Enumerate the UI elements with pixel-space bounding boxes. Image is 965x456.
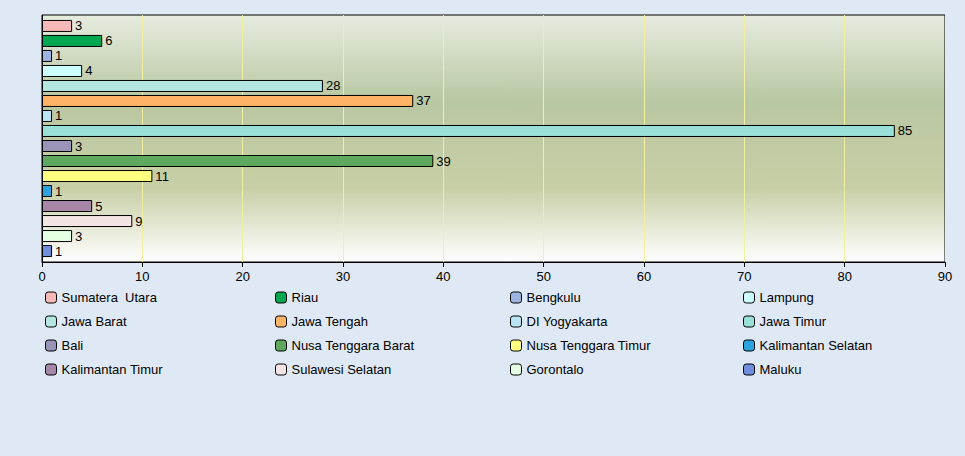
svg-text:11: 11	[155, 169, 169, 184]
svg-text:37: 37	[416, 93, 430, 108]
svg-text:40: 40	[436, 269, 450, 284]
svg-text:39: 39	[436, 154, 450, 169]
svg-text:3: 3	[75, 229, 82, 244]
svg-text:Jawa Timur: Jawa Timur	[760, 314, 827, 329]
svg-text:4: 4	[85, 63, 92, 78]
svg-text:3: 3	[75, 18, 82, 33]
svg-text:Kalimantan Timur: Kalimantan Timur	[62, 362, 164, 377]
svg-text:50: 50	[536, 269, 550, 284]
svg-text:3: 3	[75, 139, 82, 154]
svg-text:Lampung: Lampung	[760, 290, 814, 305]
svg-text:1: 1	[55, 244, 62, 259]
svg-text:Bengkulu: Bengkulu	[527, 290, 581, 305]
svg-text:80: 80	[837, 269, 851, 284]
svg-text:Riau: Riau	[292, 290, 319, 305]
svg-text:30: 30	[336, 269, 350, 284]
svg-text:Kalimantan Selatan: Kalimantan Selatan	[760, 338, 873, 353]
svg-text:60: 60	[637, 269, 651, 284]
svg-text:1: 1	[55, 48, 62, 63]
svg-text:Maluku: Maluku	[760, 362, 802, 377]
svg-text:70: 70	[737, 269, 751, 284]
svg-text:5: 5	[95, 199, 102, 214]
svg-text:10: 10	[135, 269, 149, 284]
svg-text:Sulawesi Selatan: Sulawesi Selatan	[292, 362, 392, 377]
svg-text:Nusa Tenggara Barat: Nusa Tenggara Barat	[292, 338, 415, 353]
svg-text:Jawa Tengah: Jawa Tengah	[292, 314, 368, 329]
svg-text:28: 28	[326, 78, 340, 93]
svg-text:DI Yogyakarta: DI Yogyakarta	[527, 314, 609, 329]
svg-text:1: 1	[55, 108, 62, 123]
svg-text:0: 0	[38, 269, 45, 284]
svg-text:Bali: Bali	[62, 338, 84, 353]
svg-text:9: 9	[135, 214, 142, 229]
svg-text:6: 6	[105, 33, 112, 48]
svg-text:Gorontalo: Gorontalo	[527, 362, 584, 377]
svg-text:Jawa Barat: Jawa Barat	[62, 314, 127, 329]
svg-text:1: 1	[55, 184, 62, 199]
svg-text:Nusa Tenggara Timur: Nusa Tenggara Timur	[527, 338, 652, 353]
svg-text:90: 90	[938, 269, 952, 284]
svg-text:20: 20	[235, 269, 249, 284]
svg-text:Sumatera Utara: Sumatera Utara	[62, 290, 158, 305]
svg-text:85: 85	[898, 123, 912, 138]
